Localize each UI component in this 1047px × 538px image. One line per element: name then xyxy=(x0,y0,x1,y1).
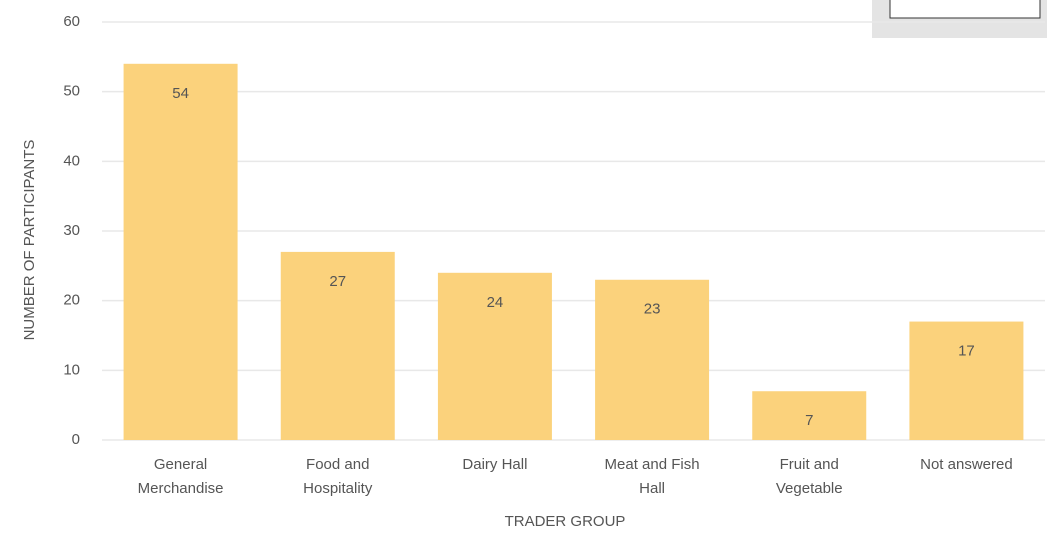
bar xyxy=(909,321,1024,440)
x-axis-label: TRADER GROUP xyxy=(505,513,626,530)
y-tick-label: 10 xyxy=(63,361,80,378)
value-label: 54 xyxy=(172,85,189,102)
y-tick-label: 20 xyxy=(63,292,80,309)
bar xyxy=(595,279,710,440)
y-tick-label: 60 xyxy=(63,13,80,30)
value-label: 27 xyxy=(329,273,346,290)
y-axis-label: NUMBER OF PARTICIPANTS xyxy=(21,140,38,341)
y-tick-label: 50 xyxy=(63,83,80,100)
x-tick-label: Not answered xyxy=(920,456,1013,473)
value-label: 23 xyxy=(644,301,661,318)
bar xyxy=(123,63,238,441)
value-label: 7 xyxy=(805,412,813,429)
x-tick-label: Dairy Hall xyxy=(462,456,527,473)
value-label: 17 xyxy=(958,343,975,360)
y-tick-label: 0 xyxy=(72,431,80,448)
overlay-box xyxy=(889,0,1041,19)
y-tick-label: 40 xyxy=(63,152,80,169)
x-tick-label: General Merchandise xyxy=(138,456,224,497)
value-label: 24 xyxy=(487,294,504,311)
x-tick-label: Food and Hospitality xyxy=(303,456,373,497)
x-tick-label: Meat and Fish Hall xyxy=(605,456,700,497)
bar xyxy=(437,272,552,440)
x-tick-label: Fruit and Vegetable xyxy=(776,456,843,497)
bar xyxy=(280,251,395,440)
y-tick-label: 30 xyxy=(63,222,80,239)
bar xyxy=(752,391,867,440)
